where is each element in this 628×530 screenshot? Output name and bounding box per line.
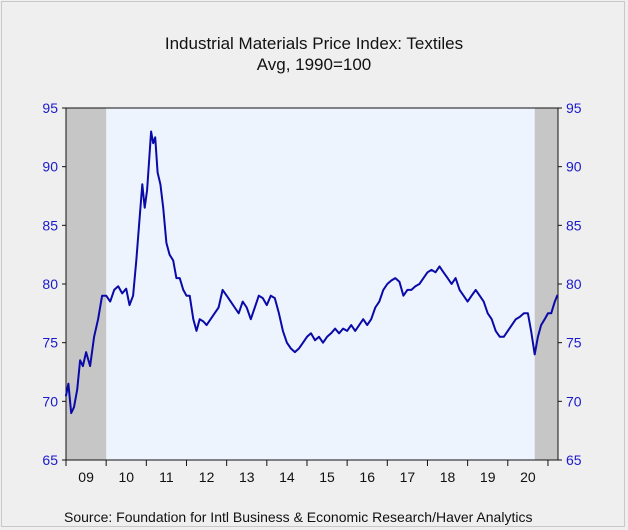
x-tick-label: 17 bbox=[400, 469, 416, 485]
x-tick-label: 12 bbox=[199, 469, 215, 485]
x-tick-label: 20 bbox=[520, 469, 536, 485]
y-tick-label-left: 70 bbox=[42, 393, 58, 409]
x-tick-label: 14 bbox=[279, 469, 295, 485]
y-tick-label-left: 75 bbox=[42, 335, 58, 351]
y-tick-label-right: 85 bbox=[566, 217, 582, 233]
chart-title: Industrial Materials Price Index: Textil… bbox=[164, 34, 464, 53]
chart-subtitle: Avg, 1990=100 bbox=[256, 55, 372, 74]
y-tick-label-left: 85 bbox=[42, 217, 58, 233]
y-tick-label-right: 70 bbox=[566, 393, 582, 409]
x-tick-label: 09 bbox=[78, 469, 94, 485]
recession-band-1 bbox=[534, 108, 558, 460]
x-tick-label: 13 bbox=[239, 469, 255, 485]
series-line-0 bbox=[65, 130, 559, 415]
source-note: Source: Foundation for Intl Business & E… bbox=[64, 509, 533, 525]
y-tick-label-right: 80 bbox=[566, 276, 582, 292]
x-tick-label: 15 bbox=[319, 469, 335, 485]
y-tick-label-left: 95 bbox=[42, 100, 58, 116]
y-tick-label-left: 90 bbox=[42, 159, 58, 175]
y-tick-label-right: 90 bbox=[566, 159, 582, 175]
x-tick-label: 18 bbox=[440, 469, 456, 485]
recession-band-0 bbox=[66, 108, 107, 460]
y-tick-label-left: 65 bbox=[42, 452, 58, 468]
y-tick-label-right: 95 bbox=[566, 100, 582, 116]
x-tick-label: 11 bbox=[159, 469, 174, 485]
x-tick-label: 16 bbox=[359, 469, 375, 485]
x-tick-label: 19 bbox=[480, 469, 496, 485]
plot-area bbox=[66, 108, 558, 460]
x-tick-label: 10 bbox=[118, 469, 134, 485]
y-tick-label-left: 80 bbox=[42, 276, 58, 292]
y-tick-label-right: 65 bbox=[566, 452, 582, 468]
y-tick-label-right: 75 bbox=[566, 335, 582, 351]
